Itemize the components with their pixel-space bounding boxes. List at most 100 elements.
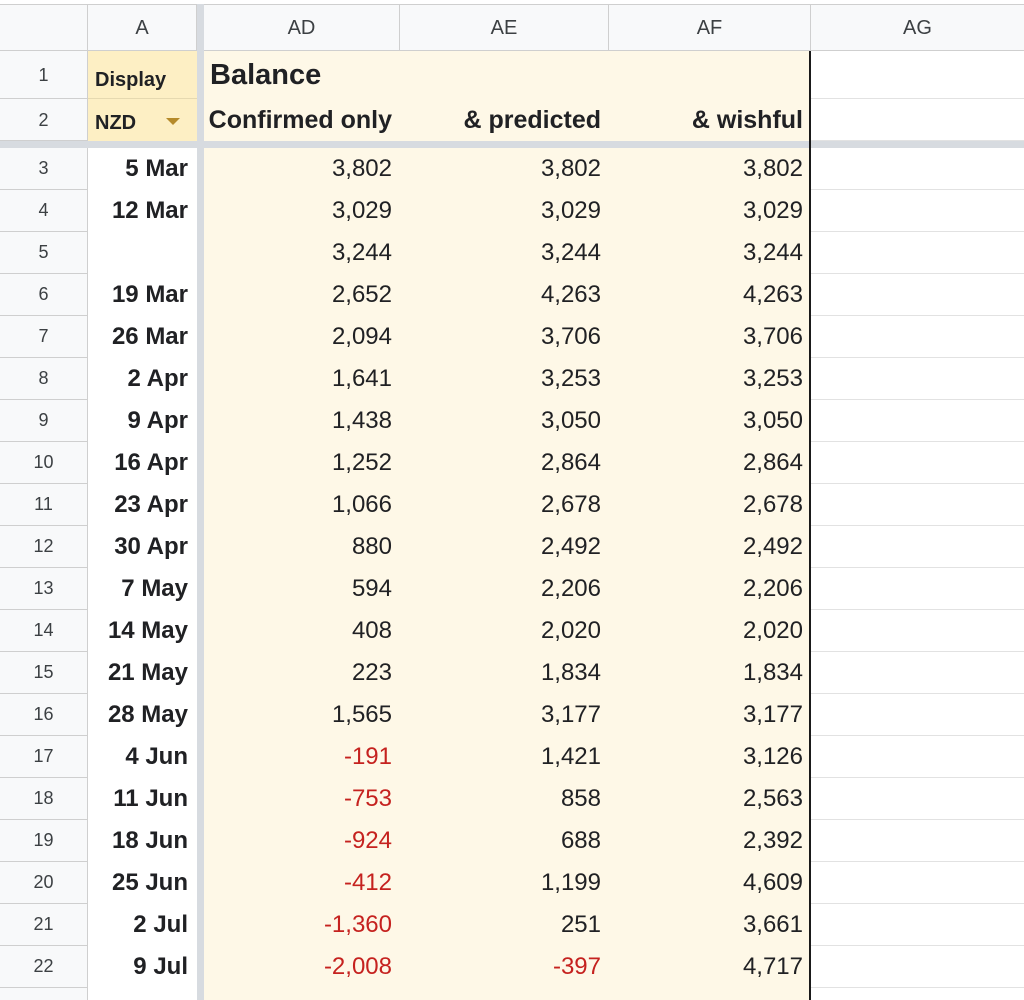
date-cell[interactable]: 23 Apr <box>88 484 197 526</box>
triangle-down-icon[interactable] <box>166 118 180 125</box>
row-header[interactable]: 16 <box>0 694 88 736</box>
balance-confirmed-cell[interactable]: 3,244 <box>204 232 400 274</box>
date-cell[interactable]: 28 May <box>88 694 197 736</box>
balance-wishful-cell[interactable]: 4,609 <box>609 862 809 904</box>
balance-wishful-cell[interactable]: 3,029 <box>609 190 809 232</box>
balance-confirmed-cell[interactable]: -1,360 <box>204 904 400 946</box>
frozen-row-divider[interactable] <box>0 141 1024 148</box>
date-cell[interactable]: 30 Apr <box>88 526 197 568</box>
row-header[interactable]: 12 <box>0 526 88 568</box>
empty-cell-ag[interactable] <box>811 232 1024 274</box>
empty-cell-ag[interactable] <box>811 694 1024 736</box>
balance-wishful-cell[interactable]: 3,126 <box>609 736 809 778</box>
empty-cell-ag[interactable] <box>811 568 1024 610</box>
column-header-ad[interactable]: AD <box>204 4 400 51</box>
balance-predicted-cell[interactable]: 688 <box>400 820 609 862</box>
display-label-cell[interactable]: Display <box>88 51 197 99</box>
frozen-column-divider[interactable] <box>197 4 204 1000</box>
balance-predicted-cell[interactable]: -397 <box>400 946 609 988</box>
empty-cell-ag[interactable] <box>811 778 1024 820</box>
column-header-ae[interactable]: AE <box>400 4 609 51</box>
balance-wishful-cell[interactable]: 2,392 <box>609 820 809 862</box>
row-header[interactable]: 4 <box>0 190 88 232</box>
row-header[interactable]: 5 <box>0 232 88 274</box>
row-header[interactable]: 9 <box>0 400 88 442</box>
empty-cell-ag[interactable] <box>811 820 1024 862</box>
row-header[interactable]: 20 <box>0 862 88 904</box>
balance-predicted-cell[interactable]: 2,020 <box>400 610 609 652</box>
balance-confirmed-cell[interactable]: 2,652 <box>204 274 400 316</box>
balance-wishful-cell[interactable]: 3,253 <box>609 358 809 400</box>
balance-predicted-cell[interactable]: 3,802 <box>400 148 609 190</box>
row-header-1[interactable]: 1 <box>0 51 88 99</box>
row-header[interactable]: 14 <box>0 610 88 652</box>
column-header-ag[interactable]: AG <box>811 4 1024 51</box>
date-cell[interactable]: 5 Mar <box>88 148 197 190</box>
balance-predicted-cell[interactable]: 2,864 <box>400 442 609 484</box>
empty-cell-ag[interactable] <box>811 484 1024 526</box>
balance-wishful-cell[interactable]: 2,864 <box>609 442 809 484</box>
row-header[interactable]: 11 <box>0 484 88 526</box>
balance-wishful-cell[interactable]: 3,244 <box>609 232 809 274</box>
empty-cell-ag[interactable] <box>811 148 1024 190</box>
balance-confirmed-cell[interactable]: -753 <box>204 778 400 820</box>
balance-predicted-cell[interactable]: 1,834 <box>400 652 609 694</box>
balance-confirmed-cell[interactable]: 3,029 <box>204 190 400 232</box>
balance-confirmed-cell[interactable]: 594 <box>204 568 400 610</box>
balance-wishful-cell[interactable]: 3,050 <box>609 400 809 442</box>
balance-confirmed-cell[interactable]: 2,094 <box>204 316 400 358</box>
balance-confirmed-cell[interactable]: 408 <box>204 610 400 652</box>
empty-cell-ag[interactable] <box>811 736 1024 778</box>
row-header[interactable]: 3 <box>0 148 88 190</box>
balance-predicted-cell[interactable]: 3,029 <box>400 190 609 232</box>
balance-wishful-cell[interactable]: 2,020 <box>609 610 809 652</box>
balance-confirmed-cell[interactable]: 1,438 <box>204 400 400 442</box>
empty-cell-ag[interactable] <box>811 526 1024 568</box>
column-header-a[interactable]: A <box>88 4 197 51</box>
date-cell[interactable]: 9 Apr <box>88 400 197 442</box>
row-header[interactable]: 6 <box>0 274 88 316</box>
empty-cell-ag[interactable] <box>811 190 1024 232</box>
row-header-partial[interactable] <box>0 988 88 1000</box>
balance-predicted-cell[interactable]: 251 <box>400 904 609 946</box>
row-header[interactable]: 15 <box>0 652 88 694</box>
balance-predicted-cell[interactable]: 858 <box>400 778 609 820</box>
balance-wishful-cell[interactable]: 2,492 <box>609 526 809 568</box>
balance-predicted-cell[interactable]: 2,206 <box>400 568 609 610</box>
empty-cell-ag[interactable] <box>811 274 1024 316</box>
empty-cell-ag[interactable] <box>811 946 1024 988</box>
row-header[interactable]: 17 <box>0 736 88 778</box>
row-header[interactable]: 18 <box>0 778 88 820</box>
balance-predicted-cell[interactable]: 2,678 <box>400 484 609 526</box>
balance-confirmed-cell[interactable]: 1,641 <box>204 358 400 400</box>
balance-confirmed-cell[interactable]: 1,565 <box>204 694 400 736</box>
date-cell[interactable]: 18 Jun <box>88 820 197 862</box>
empty-cell-ag[interactable] <box>811 358 1024 400</box>
date-cell[interactable]: 2 Jul <box>88 904 197 946</box>
balance-wishful-cell[interactable]: 3,802 <box>609 148 809 190</box>
date-cell[interactable]: 12 Mar <box>88 190 197 232</box>
balance-predicted-cell[interactable]: 2,492 <box>400 526 609 568</box>
row-header-2[interactable]: 2 <box>0 99 88 141</box>
date-cell[interactable]: 19 Mar <box>88 274 197 316</box>
balance-wishful-cell[interactable]: 3,177 <box>609 694 809 736</box>
date-cell[interactable]: 9 Jul <box>88 946 197 988</box>
date-cell[interactable]: 2 Apr <box>88 358 197 400</box>
balance-wishful-cell[interactable]: 2,206 <box>609 568 809 610</box>
balance-confirmed-cell[interactable]: 880 <box>204 526 400 568</box>
balance-predicted-cell[interactable]: 3,253 <box>400 358 609 400</box>
row-header[interactable]: 13 <box>0 568 88 610</box>
empty-cell-ag[interactable] <box>811 862 1024 904</box>
empty-cell-ag[interactable] <box>811 904 1024 946</box>
row-header[interactable]: 21 <box>0 904 88 946</box>
row-header[interactable]: 7 <box>0 316 88 358</box>
balance-confirmed-cell[interactable]: 3,802 <box>204 148 400 190</box>
balance-predicted-cell[interactable]: 4,263 <box>400 274 609 316</box>
balance-predicted-cell[interactable]: 1,199 <box>400 862 609 904</box>
balance-wishful-cell[interactable]: 3,706 <box>609 316 809 358</box>
row-header[interactable]: 19 <box>0 820 88 862</box>
date-cell[interactable]: 26 Mar <box>88 316 197 358</box>
date-cell[interactable] <box>88 232 197 274</box>
balance-confirmed-cell[interactable]: 1,066 <box>204 484 400 526</box>
empty-cell-ag[interactable] <box>811 316 1024 358</box>
